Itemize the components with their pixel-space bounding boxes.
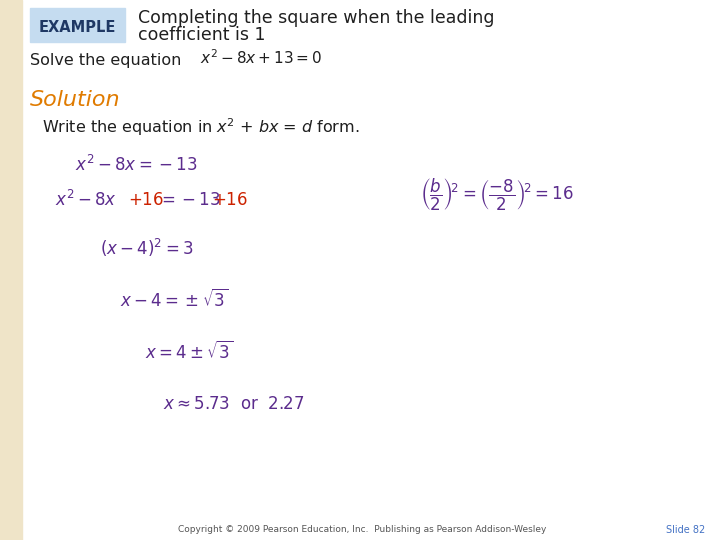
Text: Copyright © 2009 Pearson Education, Inc.  Publishing as Pearson Addison-Wesley: Copyright © 2009 Pearson Education, Inc.… <box>178 525 546 535</box>
Text: $x^2-8x+13=0$: $x^2-8x+13=0$ <box>200 49 323 68</box>
Text: Solve the equation: Solve the equation <box>30 52 181 68</box>
Bar <box>0 0 22 540</box>
Text: $x\approx5.73$  or  $2.27$: $x\approx5.73$ or $2.27$ <box>163 395 305 413</box>
Text: coefficient is 1: coefficient is 1 <box>138 26 266 44</box>
Text: $x^2-8x$: $x^2-8x$ <box>55 190 117 210</box>
Text: Slide 82: Slide 82 <box>666 525 705 535</box>
Text: Write the equation in $x^2$ + $\mathit{bx}$ = $\mathit{d}$ form.: Write the equation in $x^2$ + $\mathit{b… <box>42 116 359 138</box>
FancyBboxPatch shape <box>30 8 125 42</box>
Text: $x-4=\pm\sqrt{3}$: $x-4=\pm\sqrt{3}$ <box>120 289 228 311</box>
Text: $\left(\dfrac{b}{2}\right)^{\!2}=\left(\dfrac{-8}{2}\right)^{\!2}=16$: $\left(\dfrac{b}{2}\right)^{\!2}=\left(\… <box>420 177 574 213</box>
Text: $x^2-8x=-13$: $x^2-8x=-13$ <box>75 155 197 175</box>
Text: $=-13$: $=-13$ <box>158 191 220 209</box>
Text: Solution: Solution <box>30 90 121 110</box>
Text: Completing the square when the leading: Completing the square when the leading <box>138 9 495 27</box>
Text: $x=4\pm\sqrt{3}$: $x=4\pm\sqrt{3}$ <box>145 341 233 363</box>
Text: EXAMPLE: EXAMPLE <box>38 19 116 35</box>
Text: $+16$: $+16$ <box>212 191 248 209</box>
Text: $(x-4)^2=3$: $(x-4)^2=3$ <box>100 237 194 259</box>
Text: $+16$: $+16$ <box>128 191 164 209</box>
